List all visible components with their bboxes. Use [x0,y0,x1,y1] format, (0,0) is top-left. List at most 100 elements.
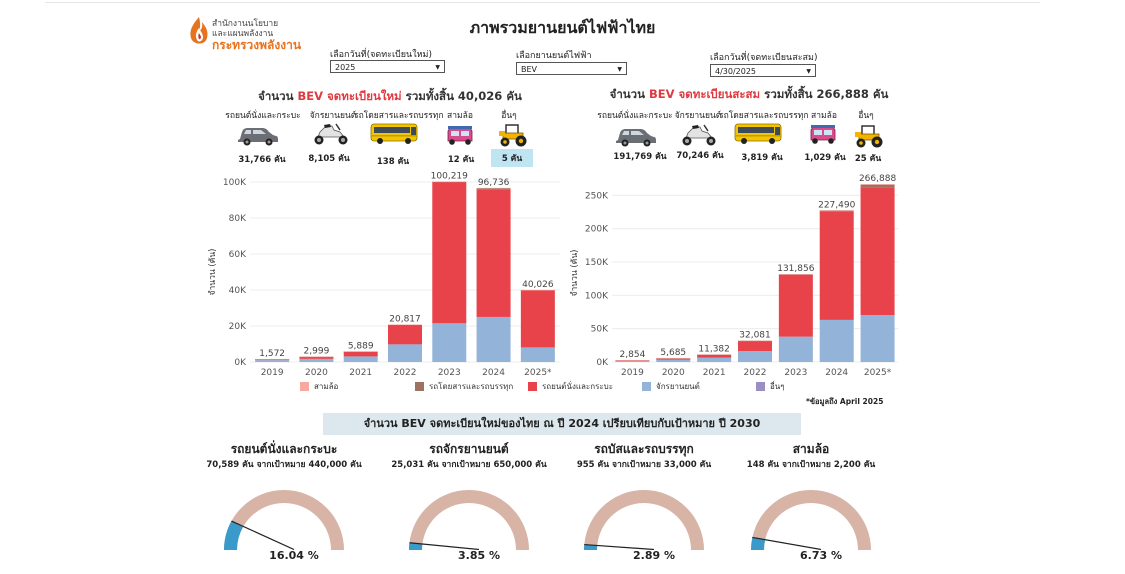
bar-segment[interactable] [697,354,732,358]
bar-segment[interactable] [738,340,772,351]
bar-segment[interactable] [860,315,895,362]
bar-segment[interactable] [343,351,378,357]
legend-label: รถยนต์นั่งและกระบะ [542,381,614,391]
bar-segment[interactable] [860,184,895,188]
bar-segment[interactable] [738,340,772,342]
y-tick-label: 0K [596,358,609,368]
left-vehicle-label-bus: รถโดยสารและรถบรรทุก [354,111,444,121]
bar-segment[interactable] [860,184,895,185]
y-axis-label: จำนวน (คัน) [208,249,218,296]
legend-item[interactable]: อื่นๆ [756,380,785,392]
legend-label: สามล้อ [314,381,339,391]
bar-segment[interactable] [656,358,691,359]
date-new-value: 2025 [335,63,356,72]
tractor-icon [854,125,884,149]
bar-segment[interactable] [860,187,895,316]
bus-icon [734,123,782,145]
left-vehicle-count-tuk: 12 คัน [447,155,475,165]
bar-segment[interactable] [656,359,691,362]
bar-segment[interactable] [476,316,511,362]
chevron-down-icon: ▼ [435,64,440,71]
vehicle-type-select[interactable]: BEV ▼ [516,62,627,75]
bar-segment[interactable] [697,357,732,362]
bar-segment[interactable] [432,181,467,183]
x-tick-label: 2019 [261,368,284,378]
bar-segment[interactable] [343,356,378,362]
data-note: *ข้อมูลถึง April 2025 [806,397,884,406]
bar-segment[interactable] [299,356,334,358]
x-tick-label: 2025* [524,368,552,378]
x-tick-label: 2021 [703,368,726,378]
bar-total-label: 2,854 [620,350,646,360]
bar-segment[interactable] [520,290,555,348]
date-new-select[interactable]: 2025 ▼ [330,60,445,73]
date-cumulative-select[interactable]: 4/30/2025 ▼ [710,64,816,77]
bar-segment[interactable] [432,323,467,362]
tractor-icon [498,124,528,148]
bar-total-label: 5,889 [348,341,374,351]
bus-icon [370,123,418,145]
legend-swatch [528,381,537,391]
gauge-subtitle: 25,031 คัน จากเป้าหมาย 650,000 คัน [391,460,547,470]
legend-label: รถโดยสารและรถบรรทุก [429,381,514,391]
left-vehicle-label-car: รถยนต์นั่งและกระบะ [225,111,301,121]
x-tick-label: 2023 [438,368,461,378]
right-title-highlight: BEV จดทะเบียนสะสม [649,87,761,101]
bar-segment[interactable] [615,360,650,361]
gauge-subtitle: 955 คัน จากเป้าหมาย 33,000 คัน [576,460,712,470]
right-bar-chart: 0K 50K 100K 150K 200K 250K จำนวน (คัน) 2,854 201… [570,174,898,378]
bar-segment[interactable] [819,210,854,211]
bar-segment[interactable] [520,347,555,362]
bar-segment[interactable] [255,359,290,360]
bar-segment[interactable] [343,351,378,352]
y-tick-label: 40K [229,286,247,296]
bar-segment[interactable] [255,360,290,362]
bar-segment[interactable] [520,289,555,291]
right-vehicle-count-car: 191,769 คัน [613,152,667,162]
bar-segment[interactable] [738,350,772,362]
bar-segment[interactable] [778,336,813,362]
bar-segment[interactable] [299,358,334,362]
legend-item[interactable]: รถยนต์นั่งและกระบะ [528,380,613,392]
bar-segment[interactable] [299,356,334,359]
bar-segment[interactable] [778,274,813,275]
target-banner: จำนวน BEV จดทะเบียนใหม่ของไทย ณ ปี 2024 … [323,413,801,435]
bar-segment[interactable] [476,187,511,189]
logo-line-1: สำนักงานนโยบาย [212,19,279,29]
bar-segment[interactable] [819,210,854,212]
bar-segment[interactable] [778,274,813,337]
bar-segment[interactable] [388,324,422,345]
legend-item[interactable]: สามล้อ [300,380,338,392]
bar-segment[interactable] [476,189,511,317]
gauge-track [409,490,529,550]
legend-item[interactable]: รถโดยสารและรถบรรทุก [415,380,513,392]
legend-label: จักรยานยนต์ [656,381,700,391]
gauge-needle [231,520,295,550]
bar-total-label: 2,999 [304,347,330,357]
bar-segment[interactable] [819,319,854,362]
bar-segment[interactable] [656,358,691,360]
bar-segment[interactable] [432,182,467,324]
bar-segment[interactable] [819,211,854,320]
eppo-logo: สำนักงานนโยบาย และแผนพลังงาน กระทรวงพลัง… [188,16,328,52]
left-vehicle-count-other[interactable]: 5 คัน [491,149,533,167]
gauge-needle [409,542,480,550]
x-tick-label: 2020 [305,368,328,378]
bar-total-label: 5,685 [660,348,686,358]
bar-segment[interactable] [388,324,422,326]
bar-segment[interactable] [615,360,650,362]
bar-total-label: 227,490 [818,200,855,210]
bar-segment[interactable] [388,344,422,362]
date-new-label: เลือกวันที่(จดทะเบียนใหม่) [330,50,432,60]
right-panel-title: จำนวน BEV จดทะเบียนสะสม รวมทั้งสิ้น 266,… [584,86,914,104]
x-tick-label: 2025* [864,368,892,378]
x-tick-label: 2019 [621,368,644,378]
right-title-prefix: จำนวน [609,87,645,101]
right-vehicle-label-other: อื่นๆ [858,111,874,121]
top-divider [45,2,1040,3]
bar-segment[interactable] [697,354,732,355]
y-tick-label: 250K [585,191,609,201]
legend-swatch [415,381,424,391]
bar-segment[interactable] [476,188,511,190]
legend-item[interactable]: จักรยานยนต์ [642,380,700,392]
